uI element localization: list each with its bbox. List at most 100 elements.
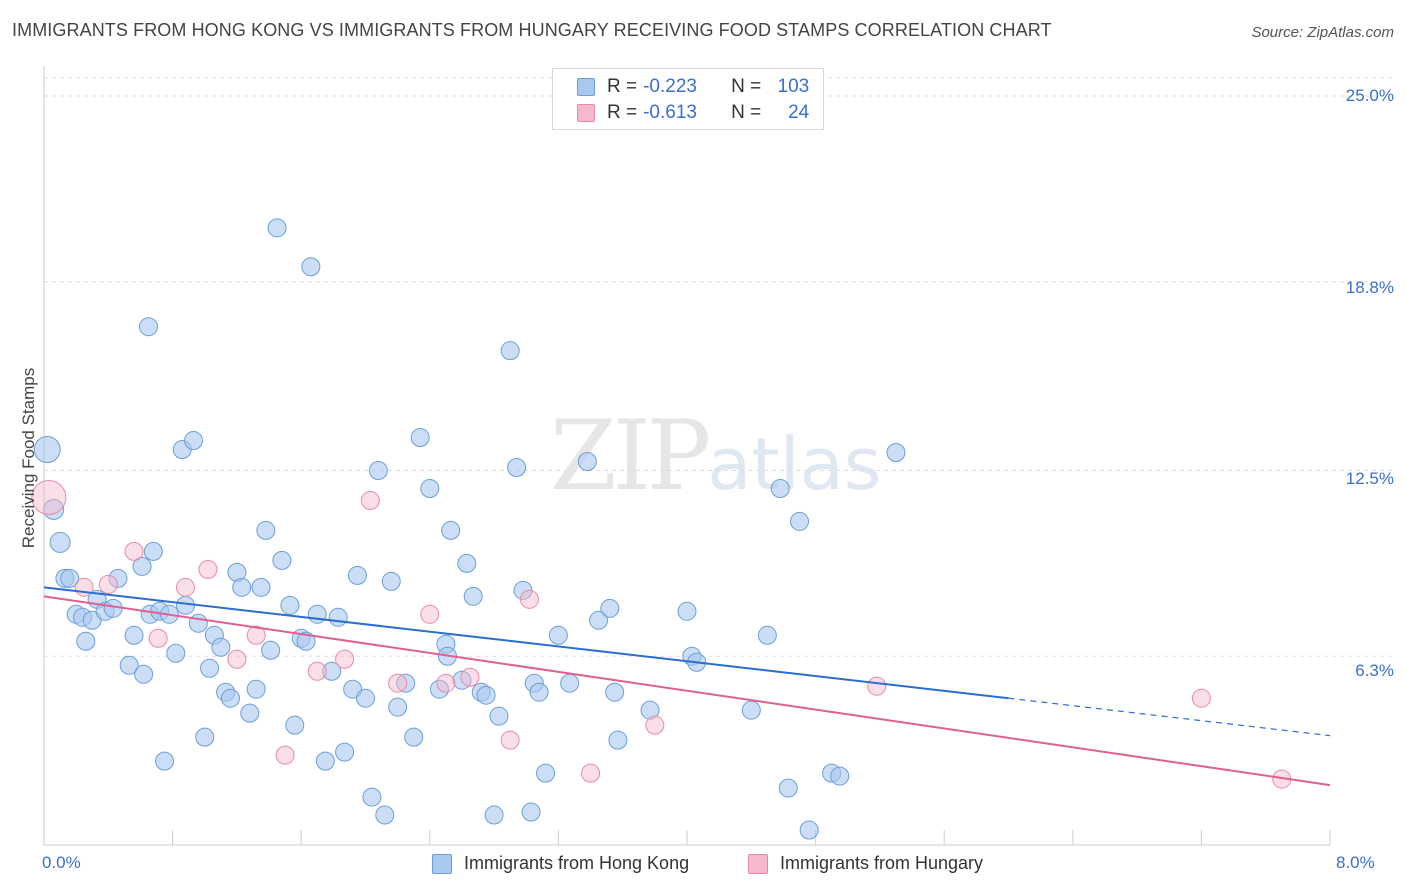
hong-kong-point (605, 682, 625, 702)
hungary-point (246, 625, 266, 645)
hong-kong-point (507, 458, 527, 478)
hong-kong-point (322, 661, 342, 681)
hong-kong-point (741, 700, 761, 720)
legend-r-value: -0.613 (643, 102, 697, 123)
hong-kong-point (489, 706, 509, 726)
chart-title: IMMIGRANTS FROM HONG KONG VS IMMIGRANTS … (12, 20, 1052, 40)
hungary-point (227, 649, 247, 669)
y-axis-label: Receiving Food Stamps (19, 367, 38, 549)
hong-kong-point (347, 565, 367, 585)
hong-kong-point (280, 595, 300, 615)
hungary-point (388, 673, 408, 693)
x-tick-label-max: 8.0% (1336, 853, 1375, 872)
hong-kong-point (484, 805, 504, 825)
hungary-trend-line (43, 595, 1331, 787)
hungary-point (148, 628, 168, 648)
legend-label: Immigrants from Hong Kong (464, 853, 690, 873)
hong-kong-point (134, 664, 154, 684)
hungary-point (645, 715, 665, 735)
hong-kong-point (251, 577, 271, 597)
legend-n-label: N = (731, 102, 762, 123)
hungary-point (581, 763, 601, 783)
y-tick-label: 18.8% (1345, 278, 1394, 297)
hong-kong-point (441, 520, 461, 540)
hong-kong-point (608, 730, 628, 750)
hong-kong-point (132, 556, 152, 576)
hong-kong-point (328, 607, 348, 627)
hong-kong-point (548, 625, 568, 645)
hong-kong-point (560, 673, 580, 693)
hong-kong-point (272, 550, 292, 570)
legend-swatch-pink (748, 853, 768, 874)
hong-kong-point (589, 610, 609, 630)
hungary-point (436, 673, 456, 693)
hong-kong-point (388, 697, 408, 717)
hong-kong-point (220, 688, 240, 708)
hong-kong-point (356, 688, 375, 708)
hong-kong-point (256, 520, 276, 540)
hong-kong-point (232, 577, 252, 597)
hong-kong-point (195, 727, 215, 747)
hong-kong-point (267, 218, 287, 238)
hungary-point (360, 490, 380, 510)
hong-kong-point (200, 658, 220, 678)
legend-n-value: 103 (777, 76, 810, 97)
hong-kong-point (521, 802, 541, 822)
hong-kong-point (119, 655, 139, 675)
legend-r-label: R = (607, 76, 638, 97)
hong-kong-point (476, 685, 496, 705)
hong-kong-point (886, 443, 906, 463)
hong-kong-point (296, 631, 316, 651)
hong-kong-point (529, 682, 549, 702)
hungary-point (420, 604, 440, 624)
hong-kong-point (600, 598, 620, 618)
hong-kong-point (143, 541, 163, 561)
hong-kong-point (799, 820, 819, 840)
hong-kong-point (457, 553, 477, 573)
hong-kong-point (410, 428, 430, 448)
hungary-point (307, 661, 327, 681)
y-tick-label: 6.3% (1355, 661, 1394, 680)
hong-kong-point (778, 778, 798, 798)
hong-kong-point (404, 727, 424, 747)
legend-swatch-blue (577, 78, 595, 96)
stats-legend: R = -0.223 N = 103 R = -0.613 N = 24 (552, 68, 824, 130)
hungary-point (198, 559, 218, 579)
hong-kong-point (640, 700, 660, 720)
hungary-point (175, 577, 195, 597)
hungary-point (1191, 688, 1211, 708)
hong-kong-trend-extension (1008, 697, 1331, 737)
hong-kong-point (757, 625, 777, 645)
hong-kong-point (246, 679, 266, 699)
hungary-point (124, 541, 144, 561)
hungary-point (335, 649, 355, 669)
legend-n-value: 24 (788, 102, 810, 123)
y-tick-label: 12.5% (1345, 469, 1394, 488)
legend-row-hong-kong: R = -0.223 N = 103 (577, 75, 809, 99)
hong-kong-point (375, 805, 395, 825)
legend-item-hong-kong: Immigrants from Hong Kong (432, 853, 689, 874)
hong-kong-trend-line (43, 586, 1009, 700)
hong-kong-point (335, 742, 355, 762)
hungary-point (31, 479, 67, 515)
hong-kong-point (790, 511, 810, 531)
hungary-point (98, 574, 118, 594)
hong-kong-point (301, 257, 321, 277)
hong-kong-point (183, 431, 203, 451)
hong-kong-point (285, 715, 305, 735)
hong-kong-point (770, 478, 790, 498)
hong-kong-point (577, 452, 597, 472)
hong-kong-point (261, 640, 281, 660)
hong-kong-point (155, 751, 175, 771)
hong-kong-point (60, 568, 80, 588)
hong-kong-point (536, 763, 556, 783)
hong-kong-point (368, 461, 388, 480)
hong-kong-point (830, 766, 850, 786)
hong-kong-point (396, 673, 416, 693)
hong-kong-point (211, 637, 231, 657)
hong-kong-point (677, 601, 697, 621)
series-legend: Immigrants from Hong Kong Immigrants fro… (0, 853, 1406, 877)
hong-kong-point (307, 604, 327, 624)
hong-kong-point (188, 613, 208, 633)
